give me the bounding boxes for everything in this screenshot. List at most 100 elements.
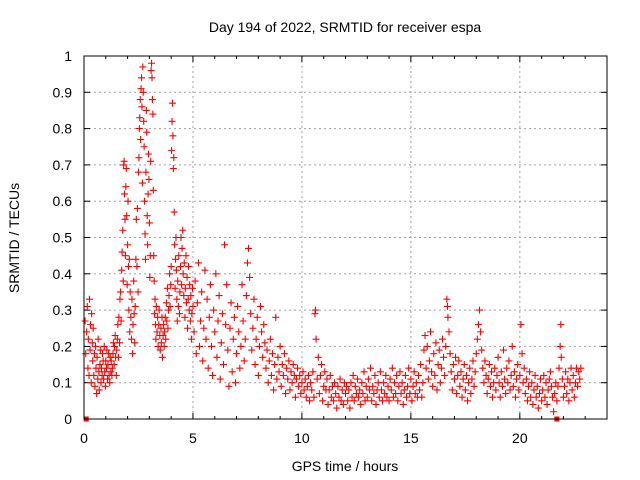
data-point (218, 310, 226, 318)
data-points-layer (81, 59, 585, 422)
data-point (419, 379, 427, 387)
data-point (266, 335, 274, 343)
data-point (511, 393, 519, 401)
data-point (263, 346, 271, 354)
data-point (118, 266, 126, 274)
data-point (294, 364, 302, 372)
data-point (182, 252, 190, 260)
data-point (368, 397, 376, 405)
data-point (421, 332, 429, 340)
data-point (229, 335, 237, 343)
data-point (104, 375, 112, 383)
data-point (300, 386, 308, 394)
data-point (407, 375, 415, 383)
data-point (454, 371, 462, 379)
data-point (191, 277, 199, 285)
data-point (333, 404, 341, 412)
data-point (306, 397, 314, 405)
data-point (432, 339, 440, 347)
data-point (222, 321, 230, 329)
data-point (94, 335, 102, 343)
data-point (481, 357, 489, 365)
data-point (279, 371, 287, 379)
data-point (87, 379, 95, 387)
data-point (349, 371, 357, 379)
data-point (523, 397, 531, 405)
data-point (254, 371, 262, 379)
data-point (556, 342, 564, 350)
data-point (173, 317, 181, 325)
data-point (213, 353, 221, 361)
chart-title: Day 194 of 2022, SRMTID for receiver esp… (209, 19, 482, 35)
data-point (181, 284, 189, 292)
data-point (509, 382, 517, 390)
data-point (460, 361, 468, 369)
data-point (393, 371, 401, 379)
axis-layer: 00.10.20.30.40.50.60.70.80.910 5 10 15 20 (53, 48, 608, 446)
data-point (95, 368, 103, 376)
data-point (137, 85, 145, 93)
data-point (116, 295, 124, 303)
data-point (574, 382, 582, 390)
data-point (353, 375, 361, 383)
data-point (315, 390, 323, 398)
data-point (575, 368, 583, 376)
data-point (379, 397, 387, 405)
data-point (467, 390, 475, 398)
data-point (551, 390, 559, 398)
data-point (195, 342, 203, 350)
data-point (531, 371, 539, 379)
data-point (136, 96, 144, 104)
y-axis-label: SRMTID / TECUs (6, 183, 22, 293)
data-point (204, 364, 212, 372)
data-point (346, 404, 354, 412)
data-point (169, 132, 177, 140)
data-point (446, 350, 454, 358)
data-point (193, 299, 201, 307)
data-point (540, 371, 548, 379)
data-point (241, 335, 249, 343)
data-point (364, 375, 372, 383)
data-point (310, 393, 318, 401)
data-point (434, 361, 442, 369)
data-point (87, 321, 95, 329)
data-point (458, 393, 466, 401)
data-point (493, 371, 501, 379)
x-tick-label: 10 (294, 430, 310, 446)
data-point (146, 273, 154, 281)
grid-layer (84, 56, 607, 419)
data-point (179, 226, 187, 234)
data-point (89, 357, 97, 365)
data-point (177, 234, 185, 241)
data-point (389, 393, 397, 401)
data-point (117, 317, 125, 325)
data-point (397, 390, 405, 398)
data-point (197, 317, 205, 325)
data-point (330, 397, 338, 405)
data-point (283, 364, 291, 372)
data-point (555, 364, 563, 372)
data-point (311, 306, 319, 314)
data-point (313, 375, 321, 383)
data-point (504, 379, 512, 387)
data-point (260, 321, 268, 329)
x-axis-label: GPS time / hours (292, 458, 399, 474)
data-point (112, 371, 120, 379)
data-point (162, 299, 170, 307)
data-point (120, 157, 128, 165)
y-tick-label: 0.2 (53, 338, 73, 354)
data-point (127, 313, 135, 321)
data-point (514, 361, 522, 369)
data-point (336, 375, 344, 383)
data-point (141, 197, 149, 205)
data-point (157, 324, 165, 332)
data-point (93, 353, 101, 361)
data-point (377, 386, 385, 394)
data-point (292, 375, 300, 383)
y-tick-label: 0.1 (53, 375, 73, 391)
data-point (348, 393, 356, 401)
data-point (176, 288, 184, 296)
data-point (101, 368, 109, 376)
data-point (255, 342, 263, 350)
data-point (415, 371, 423, 379)
